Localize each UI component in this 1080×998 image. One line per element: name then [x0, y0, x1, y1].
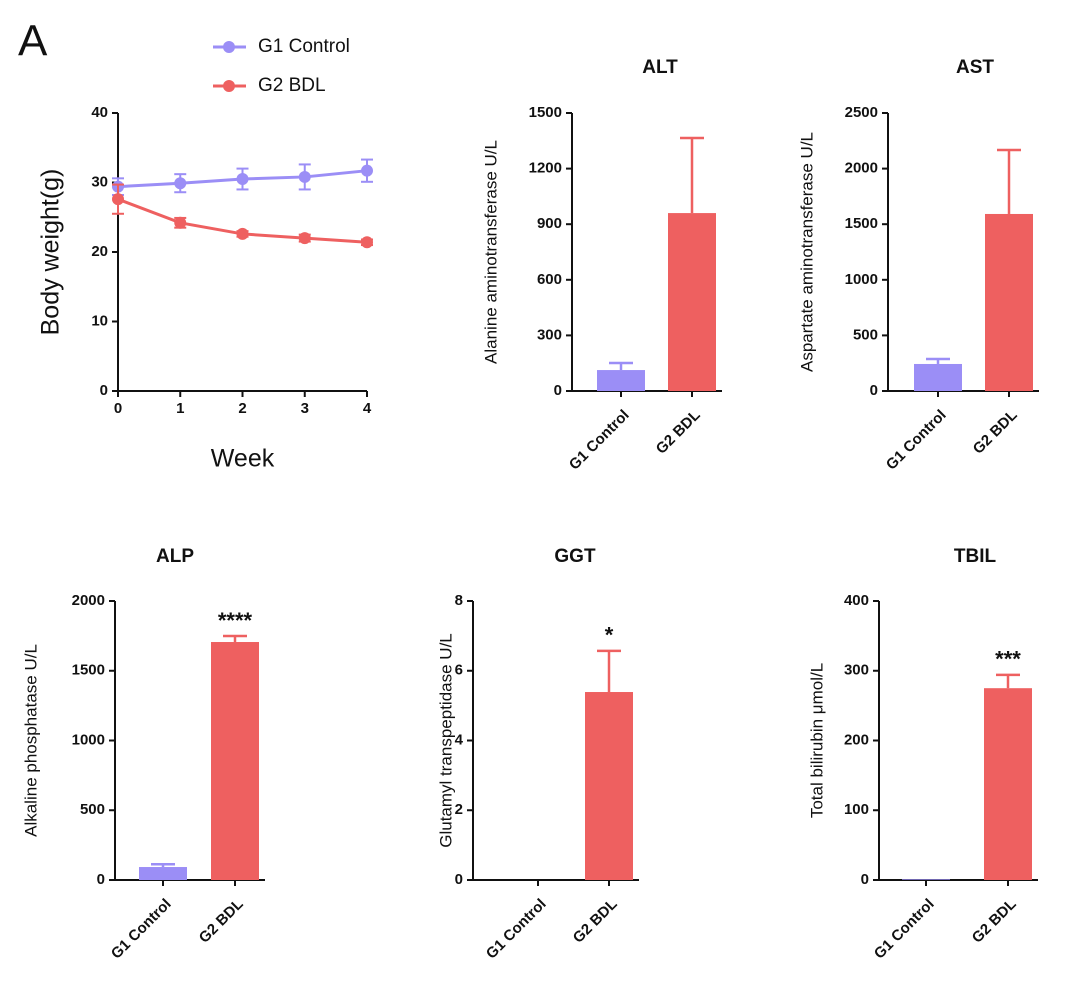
y-tick-label: 30 — [91, 173, 108, 190]
legend-label: G1 Control — [258, 36, 350, 57]
bar — [984, 688, 1032, 880]
y-tick-label: 2000 — [845, 160, 878, 177]
significance-label: **** — [218, 608, 253, 633]
chart-title: TBIL — [954, 546, 997, 567]
y-tick-label: 500 — [80, 801, 105, 818]
x-tick-label: G2 BDL — [570, 896, 621, 947]
x-tick-label: 2 — [238, 400, 246, 417]
y-tick-label: 0 — [455, 871, 463, 888]
y-axis-label: Glutamyl transpeptidase U/L — [436, 633, 455, 848]
bar — [914, 363, 962, 391]
y-tick-label: 900 — [537, 215, 562, 232]
x-tick-label: 0 — [114, 400, 122, 417]
y-tick-label: 10 — [91, 312, 108, 329]
point — [236, 227, 249, 240]
x-tick-label: G1 Control — [883, 407, 950, 474]
point — [361, 164, 373, 177]
y-tick-label: 2 — [455, 801, 463, 818]
y-tick-label: 0 — [861, 871, 869, 888]
y-tick-label: 500 — [853, 326, 878, 343]
y-tick-label: 8 — [455, 592, 463, 609]
x-tick-label: G2 BDL — [653, 407, 704, 458]
y-tick-label: 20 — [91, 243, 108, 260]
x-tick-label: G2 BDL — [969, 896, 1020, 947]
bar — [585, 692, 633, 880]
bar — [597, 370, 645, 391]
y-tick-label: 0 — [870, 382, 878, 399]
x-tick-label: 4 — [363, 400, 372, 417]
bar — [985, 213, 1033, 391]
y-tick-label: 0 — [554, 382, 562, 399]
y-tick-label: 200 — [844, 731, 869, 748]
chart-title: ALT — [642, 57, 678, 78]
chart-title: GGT — [554, 546, 596, 567]
x-axis-label: Week — [211, 445, 275, 473]
bar — [668, 213, 716, 391]
y-tick-label: 1000 — [845, 271, 878, 288]
chart-title: AST — [956, 57, 994, 78]
bar — [139, 867, 187, 880]
y-tick-label: 0 — [97, 871, 105, 888]
x-tick-label: G1 Control — [566, 407, 633, 474]
y-tick-label: 2500 — [845, 104, 878, 121]
y-tick-label: 1000 — [72, 731, 105, 748]
x-tick-label: G1 Control — [871, 896, 938, 963]
point — [361, 236, 373, 249]
point — [112, 193, 124, 206]
y-tick-label: 2000 — [72, 592, 105, 609]
legend-marker — [223, 41, 235, 53]
y-tick-label: 600 — [537, 271, 562, 288]
y-axis-label: Aspartate aminotransferase U/L — [797, 132, 816, 372]
x-tick-label: G1 Control — [108, 896, 175, 963]
y-tick-label: 400 — [844, 592, 869, 609]
y-tick-label: 100 — [844, 801, 869, 818]
x-tick-label: 3 — [301, 400, 309, 417]
y-axis-label: Total bilirubin μmol/L — [807, 663, 826, 818]
y-tick-label: 1500 — [845, 215, 878, 232]
y-tick-label: 40 — [91, 104, 108, 121]
y-tick-label: 1500 — [72, 662, 105, 679]
point — [174, 216, 187, 229]
y-tick-label: 0 — [100, 382, 108, 399]
x-tick-label: G1 Control — [483, 896, 550, 963]
y-axis-label: Alkaline phosphatase U/L — [21, 644, 40, 837]
chart-title: ALP — [156, 546, 194, 567]
y-axis-label: Alanine aminotransferase U/L — [481, 140, 500, 364]
point — [298, 232, 311, 245]
y-tick-label: 1200 — [529, 160, 562, 177]
legend-marker — [223, 80, 235, 92]
point — [236, 173, 249, 186]
bar — [211, 642, 259, 880]
legend-label: G2 BDL — [258, 75, 326, 96]
significance-label: * — [605, 623, 614, 648]
y-tick-label: 1500 — [529, 104, 562, 121]
panel-label: A — [18, 17, 48, 66]
y-tick-label: 300 — [537, 326, 562, 343]
y-tick-label: 300 — [844, 662, 869, 679]
x-tick-label: G2 BDL — [970, 407, 1021, 458]
bar — [902, 879, 950, 880]
x-tick-label: G2 BDL — [196, 896, 247, 947]
y-tick-label: 4 — [455, 731, 464, 748]
point — [298, 170, 311, 183]
x-tick-label: 1 — [176, 400, 184, 417]
significance-label: *** — [995, 647, 1021, 672]
point — [174, 177, 187, 190]
y-tick-label: 6 — [455, 662, 463, 679]
y-axis-label: Body weight(g) — [37, 169, 65, 336]
